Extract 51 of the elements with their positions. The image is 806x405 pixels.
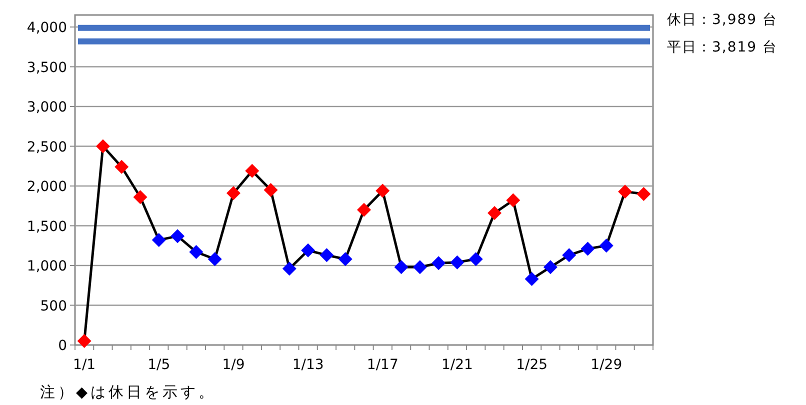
point (618, 184, 632, 199)
point (208, 252, 222, 266)
point (320, 248, 334, 262)
point (245, 164, 260, 178)
point (264, 182, 278, 197)
point (226, 186, 240, 200)
point (96, 139, 110, 154)
y-tick-label: 2,000 (26, 179, 67, 195)
x-tick-label: 1/9 (222, 357, 245, 373)
point (189, 244, 204, 259)
point (506, 193, 520, 208)
point (357, 202, 371, 217)
x-tick-label: 1/17 (366, 357, 398, 373)
point (376, 184, 390, 198)
point (412, 260, 427, 274)
point (636, 186, 651, 201)
y-tick-label: 2,500 (26, 139, 67, 156)
y-tick-label: 1,500 (26, 218, 67, 235)
point (170, 229, 185, 244)
text: 注）◆は休日を示す。 (40, 383, 217, 401)
y-tick-label: 1,000 (26, 258, 67, 274)
y-tick-label: 3,500 (26, 60, 67, 76)
y-tick-label: 4,000 (26, 20, 67, 36)
ref-line-label: 平日：3,819 台 (667, 39, 778, 56)
x-tick-label: 1/29 (590, 357, 622, 373)
point (114, 160, 129, 174)
point (282, 262, 296, 276)
point (301, 243, 316, 258)
x-tick-label: 1/5 (148, 357, 170, 373)
point (432, 256, 446, 270)
ref-line-label: 休日：3,989 台 (667, 12, 778, 28)
y-tick-label: 3,000 (26, 100, 67, 116)
point (468, 252, 483, 266)
point (562, 248, 576, 262)
point (450, 255, 464, 270)
point (580, 242, 595, 256)
point (394, 260, 408, 274)
x-tick-label: 1/1 (73, 357, 96, 373)
point (543, 260, 558, 274)
point (77, 334, 92, 348)
point (152, 233, 166, 248)
point (133, 190, 148, 204)
point (488, 206, 502, 220)
y-tick-label: 0 (58, 338, 67, 354)
x-tick-label: 1/13 (292, 357, 324, 373)
y-tick-label: 500 (40, 298, 67, 314)
point (524, 272, 539, 286)
point (599, 238, 614, 253)
x-tick-label: 1/21 (442, 357, 473, 373)
point (338, 252, 352, 266)
x-tick-label: 1/25 (516, 357, 548, 373)
